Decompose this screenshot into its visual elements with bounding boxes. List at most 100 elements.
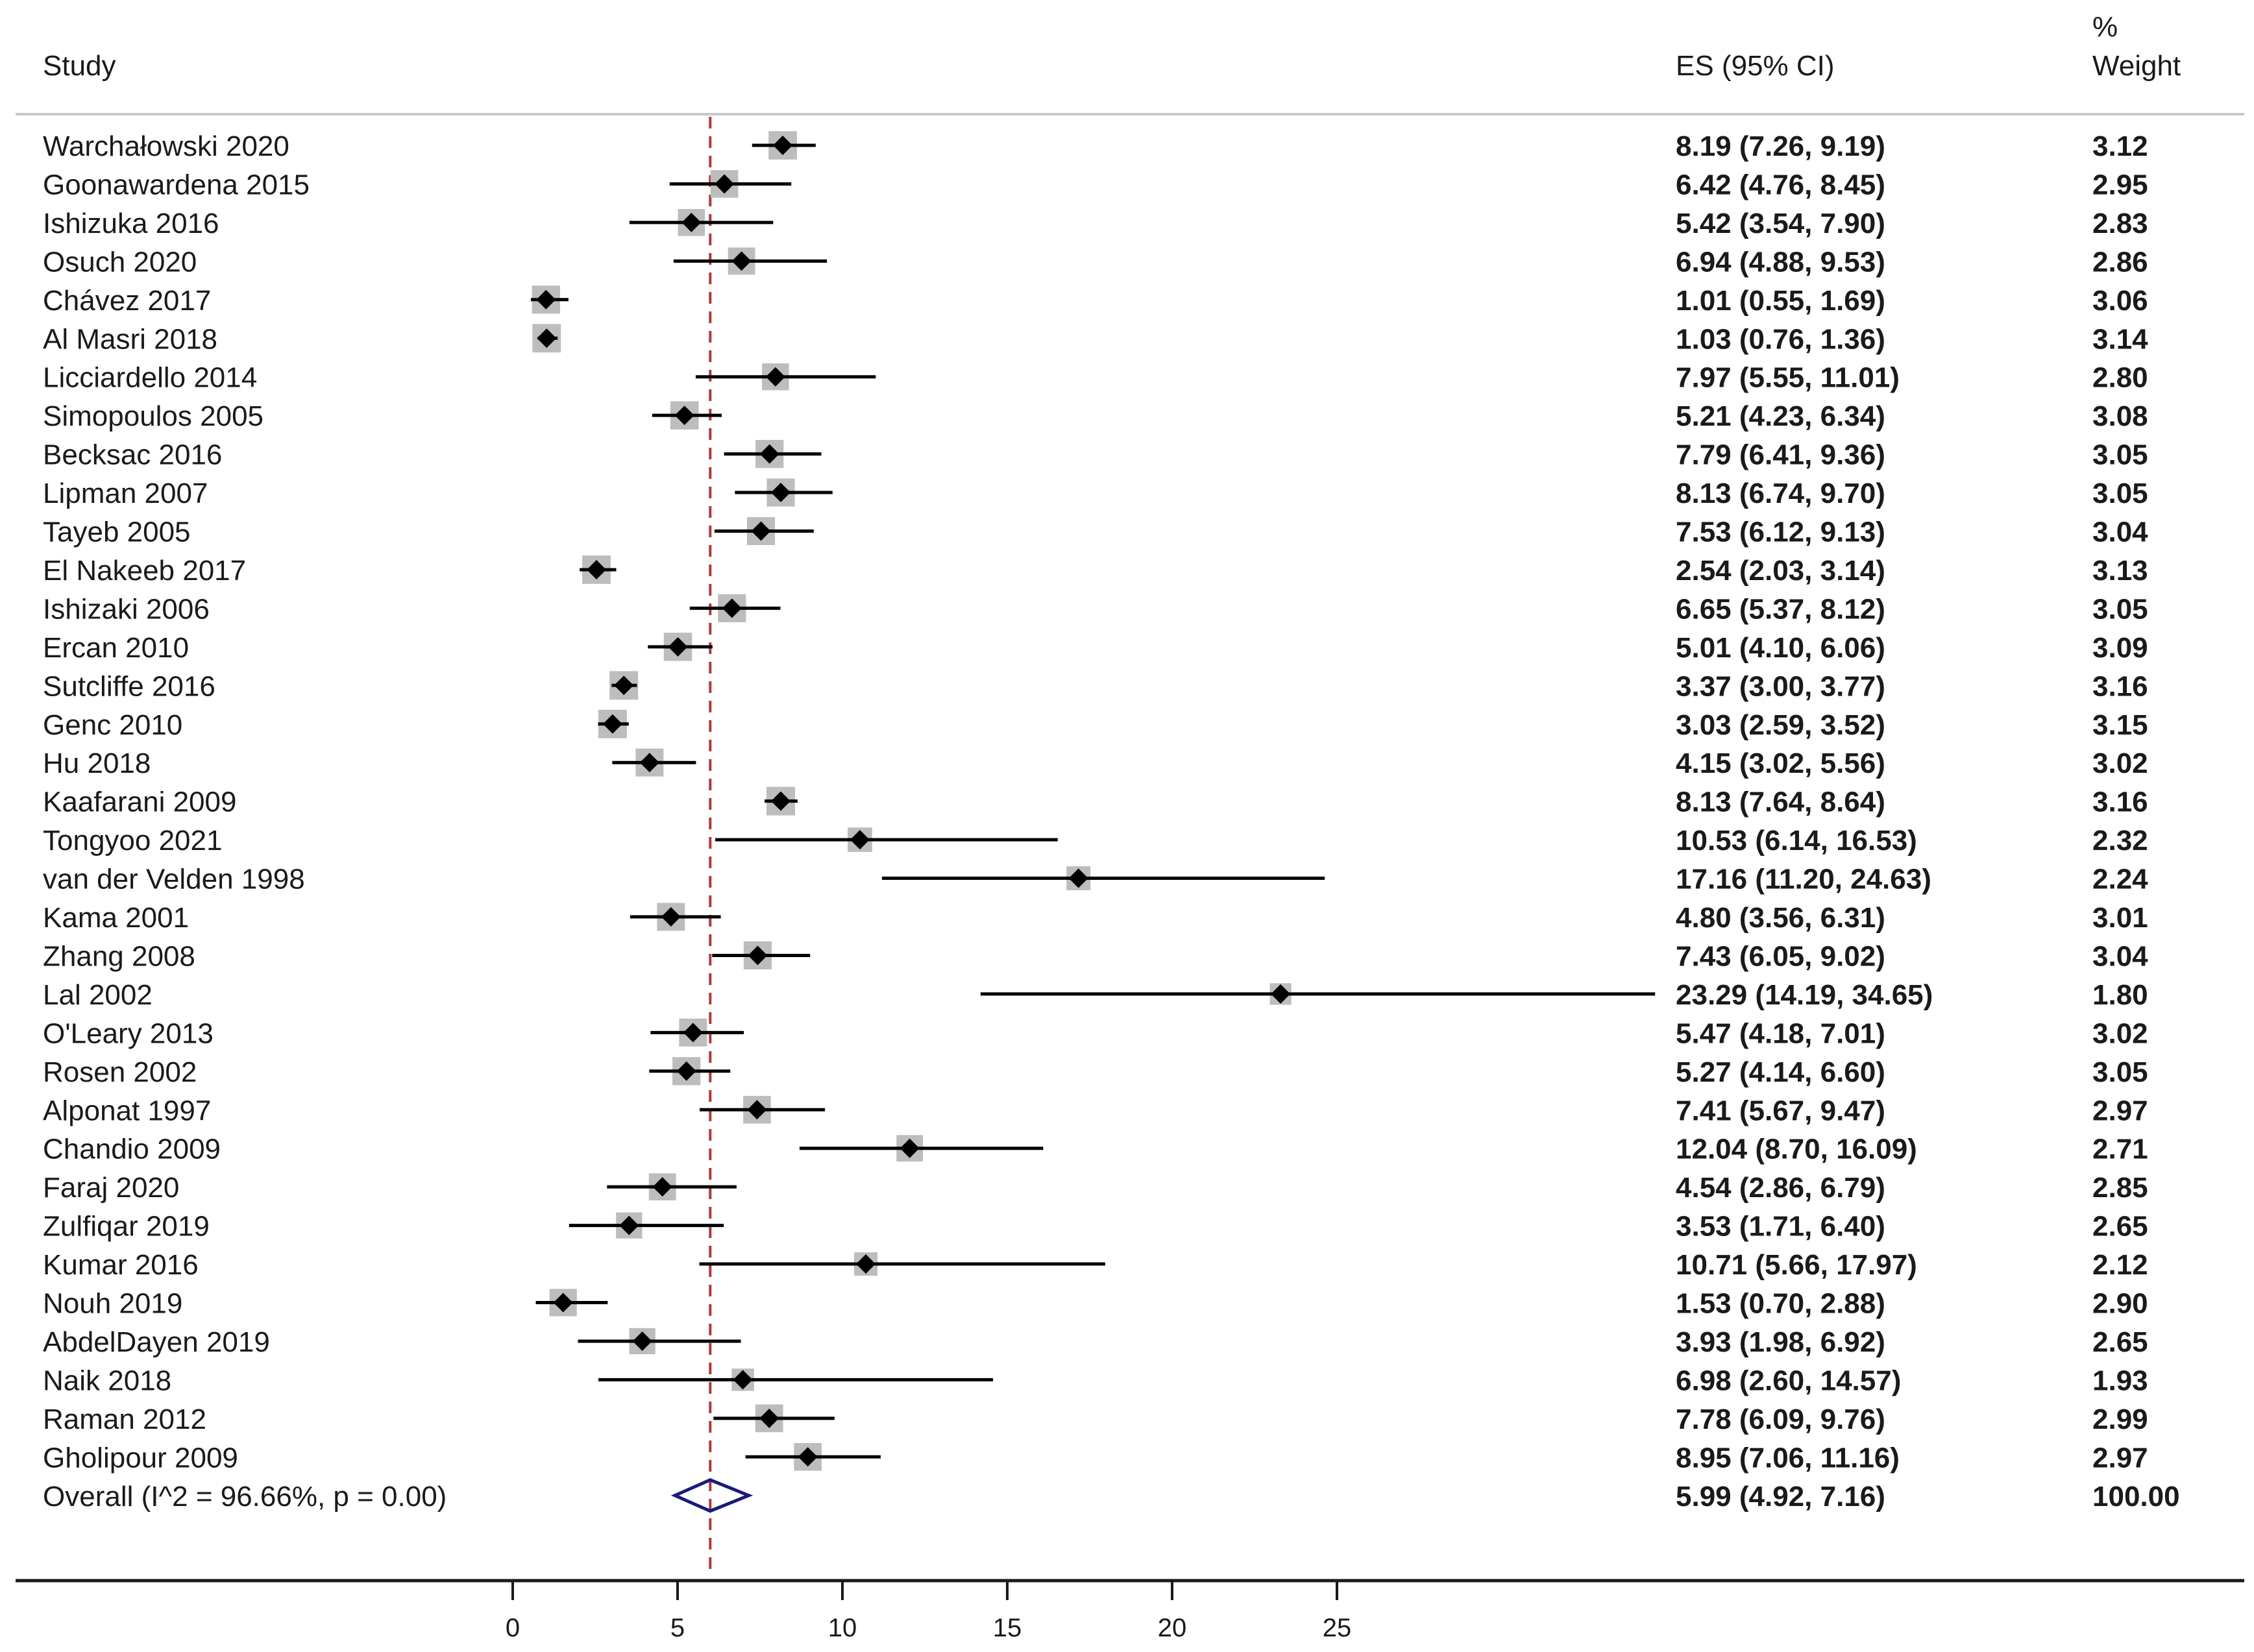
study-label: Hu 2018 [43,747,151,779]
study-label: Tongyoo 2021 [43,825,222,856]
weight-value: 2.97 [2092,1095,2148,1126]
study-row: Osuch 2020 6.94 (4.88, 9.53) 2.86 [43,246,2148,278]
point-estimate [674,406,694,426]
study-label: Chandio 2009 [43,1134,221,1165]
es-ci-value: 6.98 (2.60, 14.57) [1676,1365,1901,1396]
es-ci-value: 5.47 (4.18, 7.01) [1676,1017,1885,1049]
study-label: Goonawardena 2015 [43,169,310,200]
study-label: Naik 2018 [43,1365,171,1396]
point-estimate [619,1215,639,1235]
study-label: Nouh 2019 [43,1288,182,1320]
study-label: Rosen 2002 [43,1056,197,1088]
study-row: Genc 2010 3.03 (2.59, 3.52) 3.15 [43,709,2148,741]
weight-value: 3.16 [2092,670,2148,702]
point-estimate [900,1138,920,1158]
study-label: El Nakeeb 2017 [43,555,246,587]
es-ci-value: 3.03 (2.59, 3.52) [1676,709,1885,741]
point-estimate [681,212,702,232]
point-estimate [602,714,622,734]
weight-value: 3.05 [2092,593,2148,625]
study-row: Ishizuka 2016 5.42 (3.54, 7.90) 2.83 [43,208,2148,239]
point-estimate [771,791,791,811]
es-ci-value: 7.41 (5.67, 9.47) [1676,1095,1885,1126]
study-label: Kama 2001 [43,902,189,934]
study-row: Faraj 2020 4.54 (2.86, 6.79) 2.85 [43,1172,2148,1204]
study-label: Genc 2010 [43,709,182,741]
es-ci-value: 8.13 (6.74, 9.70) [1676,478,1885,509]
point-estimate [537,328,557,348]
es-ci-value: 1.03 (0.76, 1.36) [1676,323,1885,355]
study-label: Zulfiqar 2019 [43,1211,210,1243]
study-row: Rosen 2002 5.27 (4.14, 6.60) 3.05 [43,1056,2148,1088]
header-study: Study [43,50,116,82]
header-weight-line1: % [2092,11,2118,43]
study-label: AbdelDayen 2019 [43,1326,270,1358]
es-ci-value: 7.78 (6.09, 9.76) [1676,1403,1885,1435]
es-ci-value: 5.27 (4.14, 6.60) [1676,1056,1885,1088]
point-estimate [683,1023,703,1043]
x-tick-label: 0 [506,1614,520,1642]
es-ci-value: 4.80 (3.56, 6.31) [1676,902,1885,934]
point-estimate [1271,984,1291,1004]
study-label: Faraj 2020 [43,1172,179,1204]
study-row: Naik 2018 6.98 (2.60, 14.57) 1.93 [43,1365,2148,1396]
point-estimate [722,598,742,618]
es-ci-value: 7.53 (6.12, 9.13) [1676,516,1885,548]
x-axis: 0 5 10 15 20 25 [16,1579,2244,1642]
point-estimate [668,637,688,657]
point-estimate [676,1061,696,1081]
es-ci-value: 7.43 (6.05, 9.02) [1676,940,1885,972]
study-row: El Nakeeb 2017 2.54 (2.03, 3.14) 3.13 [43,555,2148,587]
point-estimate [759,1408,779,1428]
weight-value: 2.65 [2092,1326,2148,1358]
study-label: Sutcliffe 2016 [43,670,215,702]
weight-value: 2.32 [2092,825,2148,856]
weight-value: 1.80 [2092,979,2148,1011]
study-row: Kama 2001 4.80 (3.56, 6.31) 3.01 [43,902,2148,934]
point-estimate [587,559,607,579]
point-estimate [639,753,659,773]
overall-row: Overall (I^2 = 96.66%, p = 0.00) 5.99 (4.… [43,1478,2180,1513]
weight-value: 2.85 [2092,1172,2148,1204]
study-label: van der Velden 1998 [43,864,305,895]
study-label: Raman 2012 [43,1403,206,1435]
study-row: Raman 2012 7.78 (6.09, 9.76) 2.99 [43,1403,2148,1435]
point-estimate [748,945,768,966]
study-label: Kumar 2016 [43,1249,199,1281]
weight-value: 3.04 [2092,940,2148,972]
point-estimate [715,174,735,194]
study-rows: Warchałowski 2020 8.19 (7.26, 9.19) 3.12 Go… [43,130,2148,1474]
study-row: AbdelDayen 2019 3.93 (1.98, 6.92) 2.65 [43,1326,2148,1358]
point-estimate [798,1447,818,1467]
point-estimate [765,367,785,387]
study-label: Alponat 1997 [43,1095,211,1126]
point-estimate [771,483,791,503]
study-label: Becksac 2016 [43,439,222,471]
study-label: Ercan 2010 [43,632,189,664]
es-ci-value: 7.97 (5.55, 11.01) [1676,362,1900,394]
point-estimate [747,1100,767,1120]
study-row: Alponat 1997 7.41 (5.67, 9.47) 2.97 [43,1095,2148,1126]
weight-value: 2.80 [2092,362,2148,394]
x-tick-label: 20 [1158,1614,1187,1642]
es-ci-value: 7.79 (6.41, 9.36) [1676,439,1885,471]
study-row: Kaafarani 2009 8.13 (7.64, 8.64) 3.16 [43,786,2148,818]
weight-value: 3.12 [2092,130,2148,162]
es-ci-value: 3.93 (1.98, 6.92) [1676,1326,1885,1358]
study-label: Ishizuka 2016 [43,208,219,239]
study-label: Osuch 2020 [43,246,197,278]
study-label: Ishizaki 2006 [43,593,210,625]
study-label: Zhang 2008 [43,940,195,972]
study-row: Tayeb 2005 7.53 (6.12, 9.13) 3.04 [43,516,2148,548]
study-row: Tongyoo 2021 10.53 (6.14, 16.53) 2.32 [43,825,2148,856]
point-estimate [632,1331,652,1351]
weight-value: 2.12 [2092,1249,2148,1281]
es-ci-value: 1.01 (0.55, 1.69) [1676,285,1885,317]
study-row: Zhang 2008 7.43 (6.05, 9.02) 3.04 [43,940,2148,972]
study-label: Simopoulos 2005 [43,400,263,432]
point-estimate [661,907,681,927]
point-estimate [850,830,870,850]
study-label: Al Masri 2018 [43,323,217,355]
es-ci-value: 4.54 (2.86, 6.79) [1676,1172,1885,1204]
